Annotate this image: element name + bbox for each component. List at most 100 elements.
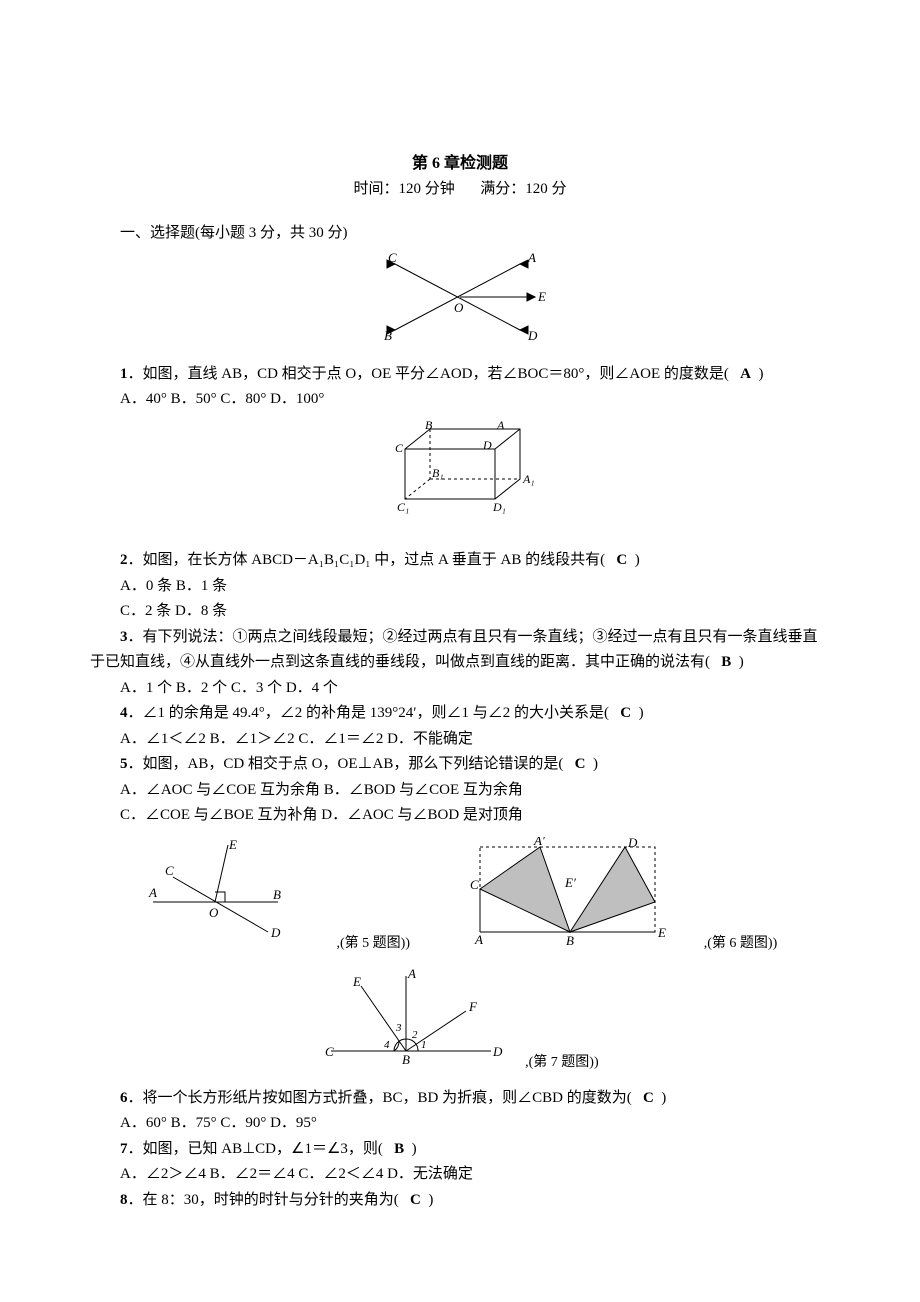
label-3: 3 bbox=[395, 1022, 402, 1034]
q4-num: 4 bbox=[120, 705, 128, 721]
subtitle-time: 时间：120 分钟 bbox=[353, 181, 454, 197]
q7-close: ) bbox=[412, 1141, 417, 1157]
q6-num: 6 bbox=[120, 1090, 128, 1106]
q4-text: ．∠1 的余角是 49.4°，∠2 的补角是 139°24′，则∠1 与∠2 的… bbox=[128, 705, 610, 721]
label-B1: B₁ bbox=[432, 466, 444, 480]
figcap-6: ,(第 6 题图)) bbox=[704, 936, 778, 951]
page: 第 6 章检测题 时间：120 分钟 满分：120 分 一、选择题(每小题 3 … bbox=[0, 0, 920, 1302]
label-D1: D₁ bbox=[492, 500, 506, 514]
q8-answer: C bbox=[410, 1192, 421, 1208]
figure-q1-svg: C A E B D O bbox=[370, 252, 550, 342]
q4-options: A．∠1＜∠2 B．∠1＞∠2 C．∠1＝∠2 D．不能确定 bbox=[90, 727, 830, 753]
figcap-5: ,(第 5 题图)) bbox=[337, 936, 411, 951]
figure-q5-svg: A B C D E O bbox=[143, 837, 333, 947]
q5-options-1: A．∠AOC 与∠COE 互为余角 B．∠BOD 与∠COE 互为余角 bbox=[90, 778, 830, 804]
label-B: B bbox=[402, 1052, 410, 1066]
figure-q7: A B C D E F 1 2 3 4 ,(第 7 题图)) bbox=[90, 966, 830, 1076]
label-A: A bbox=[407, 966, 416, 981]
q5-num: 5 bbox=[120, 756, 128, 772]
label-1: 1 bbox=[421, 1039, 427, 1051]
label-B: B bbox=[384, 328, 392, 342]
figure-q5: A B C D E O ,(第 5 题图)) bbox=[143, 837, 410, 957]
subtitle-score: 满分：120 分 bbox=[480, 181, 566, 197]
question-6: 6．将一个长方形纸片按如图方式折叠，BC，BD 为折痕，则∠CBD 的度数为( … bbox=[90, 1086, 830, 1112]
q2-text: ．如图，在长方体 ABCD－A₁B₁C₁D₁ 中，过点 A 垂直于 AB 的线段… bbox=[128, 552, 606, 568]
q2-options-1: A．0 条 B．1 条 bbox=[90, 574, 830, 600]
label-O: O bbox=[209, 905, 219, 920]
label-A: A bbox=[148, 885, 157, 900]
q3-answer: B bbox=[721, 654, 731, 670]
q7-text: ．如图，已知 AB⊥CD，∠1＝∠3，则( bbox=[128, 1141, 383, 1157]
label-E: E bbox=[352, 974, 361, 989]
label-F: F bbox=[468, 999, 478, 1014]
label-4: 4 bbox=[384, 1039, 390, 1051]
question-2: 2．如图，在长方体 ABCD－A₁B₁C₁D₁ 中，过点 A 垂直于 AB 的线… bbox=[90, 548, 830, 574]
label-C: C bbox=[470, 877, 479, 892]
question-3: 3．有下列说法：①两点之间线段最短；②经过两点有且只有一条直线；③经过一点有且只… bbox=[90, 625, 830, 676]
q8-close: ) bbox=[428, 1192, 433, 1208]
q5-answer: C bbox=[575, 756, 586, 772]
q3-num: 3 bbox=[120, 629, 128, 645]
q2-close: ) bbox=[635, 552, 640, 568]
figure-q2-svg: A B C D A₁ B₁ C₁ D₁ bbox=[375, 419, 545, 529]
label-C: C bbox=[395, 441, 404, 455]
label-B: B bbox=[566, 933, 574, 947]
question-8: 8．在 8：30，时钟的时针与分针的夹角为( C ) bbox=[90, 1188, 830, 1214]
label-E: E bbox=[228, 837, 237, 852]
label-2: 2 bbox=[412, 1029, 418, 1041]
question-4: 4．∠1 的余角是 49.4°，∠2 的补角是 139°24′，则∠1 与∠2 … bbox=[90, 701, 830, 727]
q7-options: A．∠2＞∠4 B．∠2＝∠4 C．∠2＜∠4 D．无法确定 bbox=[90, 1162, 830, 1188]
figure-q6-svg: A B C D A′ E′ E bbox=[470, 837, 700, 947]
label-E: E bbox=[537, 289, 546, 304]
q1-text: ．如图，直线 AB，CD 相交于点 O，OE 平分∠AOD，若∠BOC＝80°，… bbox=[128, 366, 729, 382]
label-E: E bbox=[657, 925, 666, 940]
q5-close: ) bbox=[593, 756, 598, 772]
figure-q6: A B C D A′ E′ E ,(第 6 题图)) bbox=[470, 837, 777, 957]
q8-text: ．在 8：30，时钟的时针与分针的夹角为( bbox=[128, 1192, 399, 1208]
q3-text: ．有下列说法：①两点之间线段最短；②经过两点有且只有一条直线；③经过一点有且只有… bbox=[90, 629, 818, 671]
q6-close: ) bbox=[661, 1090, 666, 1106]
label-D: D bbox=[270, 925, 281, 940]
section-1-heading: 一、选择题(每小题 3 分，共 30 分) bbox=[90, 221, 830, 247]
q1-close: ) bbox=[759, 366, 764, 382]
q6-answer: C bbox=[643, 1090, 654, 1106]
label-D: D bbox=[492, 1044, 503, 1059]
q8-num: 8 bbox=[120, 1192, 128, 1208]
q3-close: ) bbox=[739, 654, 744, 670]
label-C: C bbox=[325, 1044, 334, 1059]
label-C: C bbox=[165, 863, 174, 878]
label-A: A bbox=[474, 932, 483, 947]
q2-options-2: C．2 条 D．8 条 bbox=[90, 599, 830, 625]
q7-answer: B bbox=[394, 1141, 404, 1157]
page-title: 第 6 章检测题 bbox=[90, 150, 830, 177]
label-Ap: A′ bbox=[533, 837, 545, 848]
label-A: A bbox=[527, 252, 536, 265]
label-B: B bbox=[425, 419, 433, 432]
q3-options: A．1 个 B．2 个 C．3 个 D．4 个 bbox=[90, 676, 830, 702]
q6-text: ．将一个长方形纸片按如图方式折叠，BC，BD 为折痕，则∠CBD 的度数为( bbox=[128, 1090, 632, 1106]
label-D: D bbox=[482, 438, 492, 452]
q4-answer: C bbox=[620, 705, 631, 721]
label-A1: A₁ bbox=[522, 472, 535, 486]
figure-q7-svg: A B C D E F 1 2 3 4 bbox=[321, 966, 521, 1066]
question-1: 1．如图，直线 AB，CD 相交于点 O，OE 平分∠AOD，若∠BOC＝80°… bbox=[90, 362, 830, 388]
q1-num: 1 bbox=[120, 366, 128, 382]
q5-options-2: C．∠COE 与∠BOE 互为补角 D．∠AOC 与∠BOD 是对顶角 bbox=[90, 803, 830, 829]
figure-q1: C A E B D O bbox=[90, 252, 830, 352]
label-D: D bbox=[527, 328, 538, 342]
q2-num: 2 bbox=[120, 552, 128, 568]
q6-options: A．60° B．75° C．90° D．95° bbox=[90, 1111, 830, 1137]
label-D: D bbox=[627, 837, 638, 850]
q1-answer: A bbox=[740, 366, 751, 382]
label-C: C bbox=[388, 252, 397, 265]
figure-q2: A B C D A₁ B₁ C₁ D₁ bbox=[90, 419, 830, 539]
figcap-7: ,(第 7 题图)) bbox=[525, 1055, 599, 1070]
label-Ep: E′ bbox=[564, 875, 576, 890]
q4-close: ) bbox=[639, 705, 644, 721]
q2-answer: C bbox=[616, 552, 627, 568]
label-A: A bbox=[496, 419, 505, 432]
label-C1: C₁ bbox=[397, 500, 409, 514]
label-B: B bbox=[273, 887, 281, 902]
q1-options: A．40° B．50° C．80° D．100° bbox=[90, 387, 830, 413]
label-O: O bbox=[454, 300, 464, 315]
